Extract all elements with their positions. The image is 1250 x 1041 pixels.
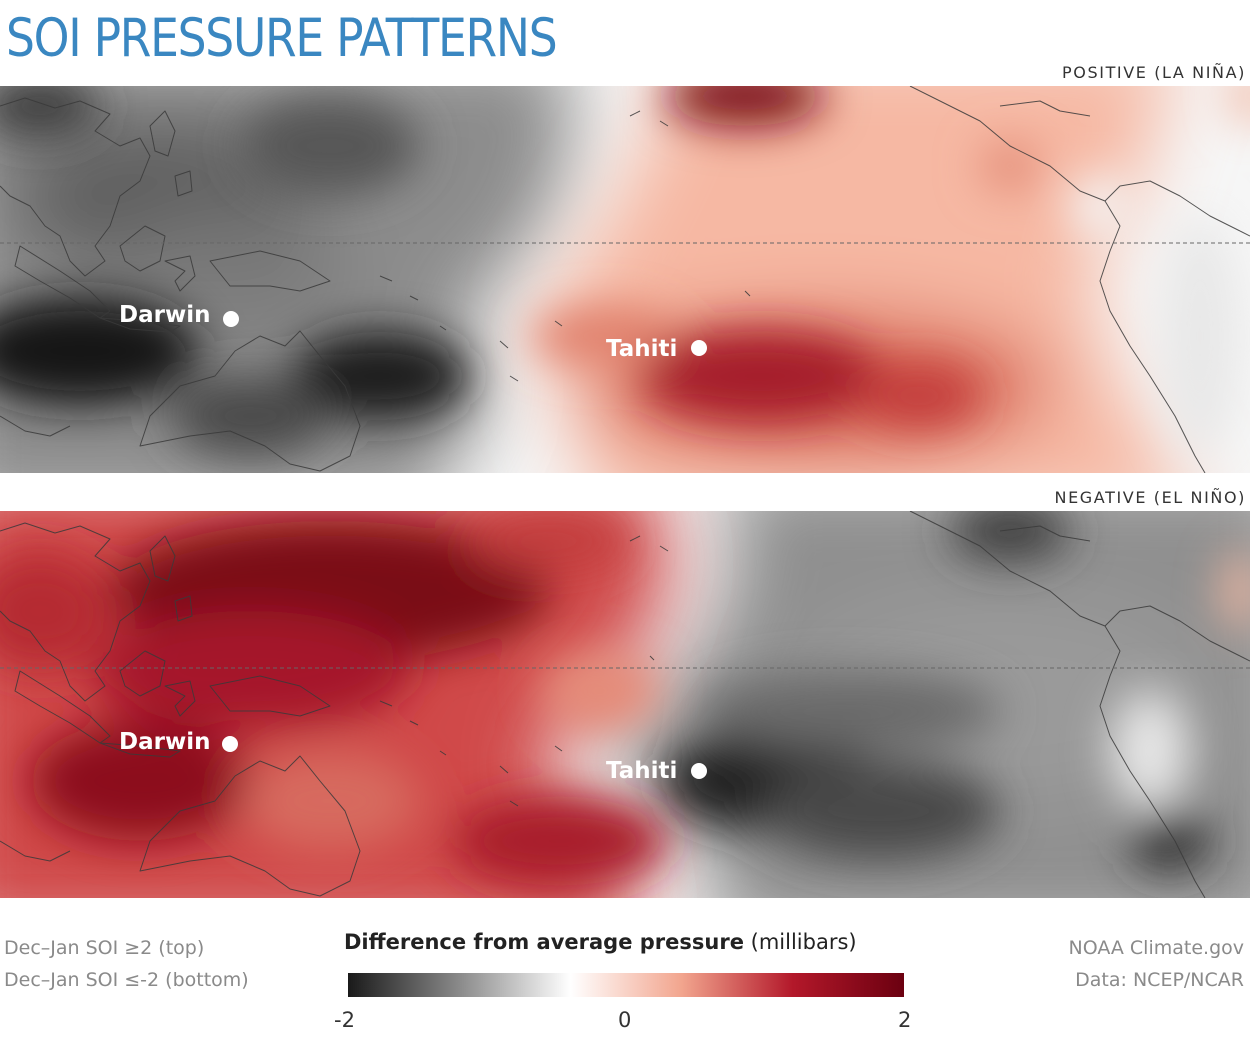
- station-tahiti: Tahiti: [606, 336, 707, 362]
- panel-label-negative: NEGATIVE (EL NIÑO): [1054, 488, 1246, 507]
- coastlines: [0, 511, 1250, 898]
- pressure-field: [0, 86, 1250, 473]
- legend-gradient: [348, 973, 904, 997]
- pressure-field: [0, 511, 1250, 898]
- map-positive-la-nina: Darwin Tahiti: [0, 86, 1250, 473]
- legend-mid-label: 0: [618, 1008, 632, 1032]
- station-marker-tahiti: [691, 340, 707, 356]
- station-marker-darwin: [222, 736, 238, 752]
- map-negative-el-nino: Darwin Tahiti: [0, 511, 1250, 898]
- footnote-line-bottom: Dec–Jan SOI ≤-2 (bottom): [4, 969, 249, 991]
- station-darwin: Darwin: [119, 302, 239, 328]
- panel-label-positive: POSITIVE (LA NIÑA): [1062, 63, 1246, 82]
- station-tahiti: Tahiti: [606, 758, 707, 784]
- legend-title-main: Difference from average pressure: [344, 930, 744, 954]
- station-marker-tahiti: [691, 763, 707, 779]
- station-label-darwin: Darwin: [119, 729, 210, 755]
- credit-source: NOAA Climate.gov: [1068, 937, 1244, 959]
- station-darwin: Darwin: [119, 729, 238, 755]
- legend-min-label: -2: [334, 1008, 355, 1032]
- footnote: Dec–Jan SOI ≥2 (top) Dec–Jan SOI ≤-2 (bo…: [4, 932, 249, 996]
- station-label-tahiti: Tahiti: [606, 336, 677, 362]
- coastlines: [0, 86, 1250, 473]
- legend-color-bar: [348, 973, 904, 997]
- credit-data: Data: NCEP/NCAR: [1075, 969, 1244, 991]
- legend-title-unit: (millibars): [750, 930, 857, 954]
- credits: NOAA Climate.gov Data: NCEP/NCAR: [1069, 932, 1244, 996]
- station-marker-darwin: [223, 311, 239, 327]
- station-label-tahiti: Tahiti: [606, 758, 677, 784]
- legend-max-label: 2: [898, 1008, 912, 1032]
- page-title: SOI PRESSURE PATTERNS: [6, 8, 558, 69]
- legend-title: Difference from average pressure (millib…: [344, 930, 857, 954]
- footnote-line-top: Dec–Jan SOI ≥2 (top): [4, 937, 205, 959]
- station-label-darwin: Darwin: [119, 302, 210, 328]
